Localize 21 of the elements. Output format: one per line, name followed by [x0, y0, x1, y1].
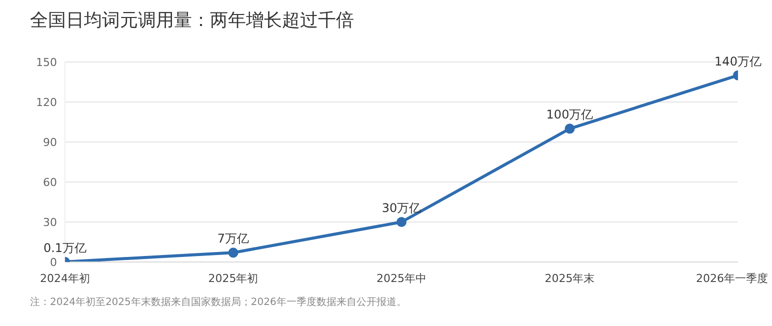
data-label: 0.1万亿	[43, 240, 87, 255]
y-tick-label: 150	[36, 56, 57, 69]
text: 注：2024年初至2025年末数据来自国家数据局；2026年一季度数据来自公开报道。	[30, 296, 406, 309]
data-label: 7万亿	[217, 232, 250, 246]
data-label: 30万亿	[382, 201, 422, 215]
point	[228, 248, 238, 258]
y-tick-label: 0	[50, 256, 57, 269]
point	[396, 217, 406, 227]
data-label: 140万亿	[714, 54, 762, 68]
chart-title: 全国日均词元调用量：两年增长超过千倍	[30, 9, 354, 32]
x-tick-label: 2025年中	[376, 272, 426, 285]
y-tick-label: 90	[43, 136, 57, 149]
x-tick-label: 2025年末	[544, 272, 595, 285]
y-tick-label: 30	[43, 216, 57, 229]
x-tick-label: 2024年初	[40, 272, 90, 285]
point	[564, 124, 575, 134]
data-label: 100万亿	[546, 108, 594, 122]
x-tick-label: 2026年一季度	[696, 272, 768, 285]
x-tick-label: 2025年初	[208, 272, 258, 285]
y-tick-label: 60	[43, 176, 57, 189]
y-tick-label: 120	[36, 96, 57, 109]
